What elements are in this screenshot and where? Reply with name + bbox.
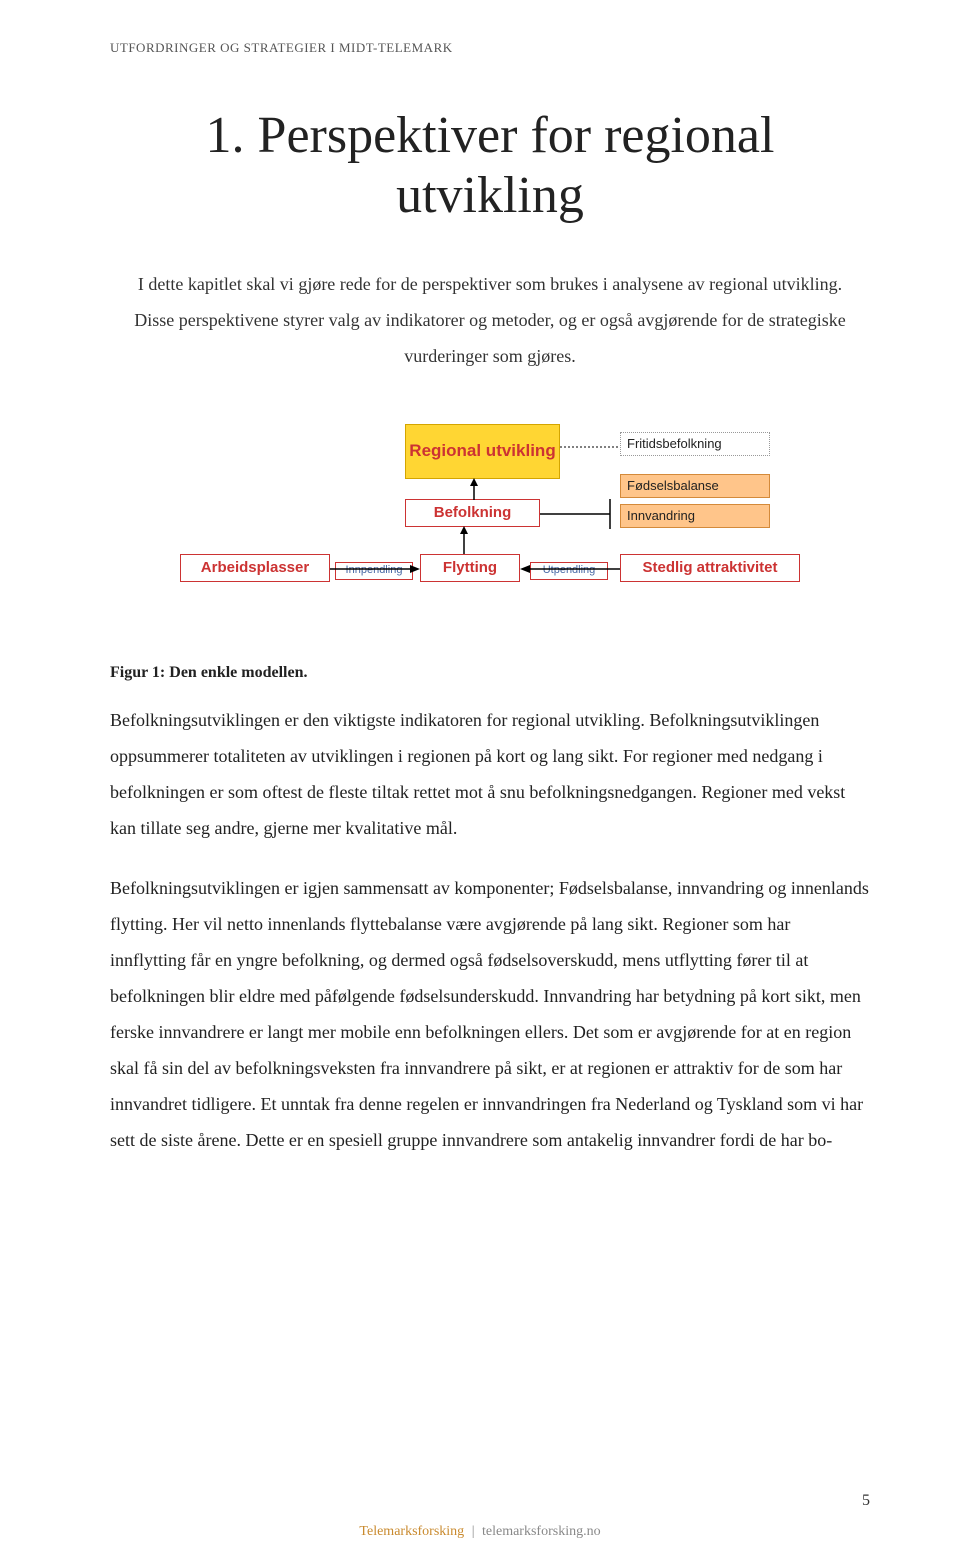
- arrow-befolkning-regional: [468, 478, 480, 500]
- box-flytting: Flytting: [420, 554, 520, 582]
- footer-org: Telemarksforsking: [359, 1524, 464, 1539]
- running-header: UTFORDRINGER OG STRATEGIER I MIDT-TELEMA…: [110, 40, 870, 56]
- box-regional-utvikling: Regional utvikling: [405, 424, 560, 479]
- figure-caption: Figur 1: Den enkle modellen.: [110, 664, 870, 682]
- arrow-arbeids-flytting: [330, 563, 420, 575]
- box-arbeidsplasser: Arbeidsplasser: [180, 554, 330, 582]
- arrow-right-befolkning: [540, 499, 620, 529]
- box-stedlig: Stedlig attraktivitet: [620, 554, 800, 582]
- box-innvandring: Innvandring: [620, 504, 770, 528]
- page-footer: Telemarksforsking | telemarksforsking.no: [0, 1524, 960, 1540]
- box-fodselsbalanse: Fødselsbalanse: [620, 474, 770, 498]
- body-paragraph-2: Befolkningsutviklingen er igjen sammensa…: [110, 870, 870, 1158]
- page-number: 5: [862, 1492, 870, 1510]
- box-fritidsbefolkning: Fritidsbefolkning: [620, 432, 770, 456]
- intro-paragraph: I dette kapitlet skal vi gjøre rede for …: [120, 266, 860, 374]
- arrow-regional-fritid: [560, 442, 620, 452]
- arrow-stedlig-flytting: [520, 563, 620, 575]
- footer-separator: |: [472, 1524, 475, 1539]
- body-paragraph-1: Befolkningsutviklingen er den viktigste …: [110, 702, 870, 846]
- model-diagram: Regional utvikling Befolkning Flytting A…: [170, 424, 810, 624]
- footer-url: telemarksforsking.no: [482, 1524, 601, 1539]
- arrow-flytting-befolkning: [458, 526, 470, 554]
- box-befolkning: Befolkning: [405, 499, 540, 527]
- chapter-title: 1. Perspektiver for regional utvikling: [110, 106, 870, 226]
